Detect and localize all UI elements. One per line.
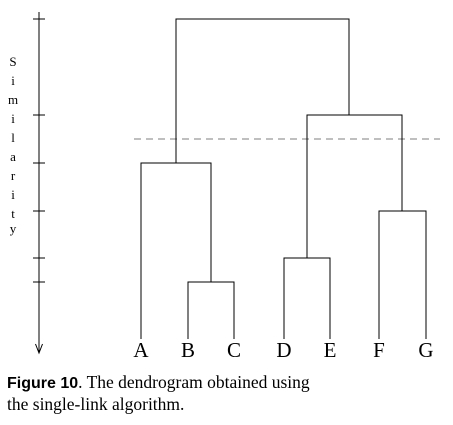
- merge-d-e: [283, 257, 331, 339]
- axis-label-letter: m: [7, 92, 19, 107]
- axis-label-letter: i: [11, 111, 15, 126]
- leaf-label-a: A: [133, 338, 149, 362]
- merge-b-c: [187, 281, 235, 339]
- caption-line-2: the single-link algorithm.: [7, 394, 185, 414]
- leaf-label-d: D: [276, 338, 292, 362]
- caption-line-1: . The dendrogram obtained using: [78, 372, 310, 392]
- leaf-label-b: B: [180, 338, 195, 362]
- axis-label-letter: S: [9, 54, 17, 69]
- figure-caption: Figure 10. The dendrogram obtained using…: [7, 372, 447, 414]
- axis-label-letter: a: [10, 149, 16, 164]
- merge-root: [175, 18, 350, 163]
- merge-de-fg: [306, 114, 403, 258]
- axis-label-letter: l: [11, 130, 15, 145]
- axis-arrowhead: [35, 343, 43, 355]
- leaf-label-f: F: [373, 338, 385, 362]
- axis-label-letter: i: [11, 187, 15, 202]
- leaf-label-g: G: [418, 338, 434, 362]
- merge-f-g: [378, 210, 427, 339]
- axis-label-letter: t: [11, 206, 15, 221]
- leaf-label-e: E: [323, 338, 337, 362]
- figure-number: Figure 10: [7, 375, 79, 392]
- axis-label-letter: y: [9, 221, 17, 236]
- dendrogram-figure: S i m i l a r i t y A B C D E F G: [7, 12, 440, 362]
- merge-a-bc: [140, 162, 212, 339]
- leaf-label-c: C: [226, 338, 241, 362]
- axis-label-letter: r: [10, 168, 16, 183]
- axis-label-letter: i: [11, 73, 15, 88]
- similarity-axis: [33, 12, 45, 355]
- dendrogram-plot: [33, 12, 440, 355]
- dendrogram-links: [140, 18, 427, 339]
